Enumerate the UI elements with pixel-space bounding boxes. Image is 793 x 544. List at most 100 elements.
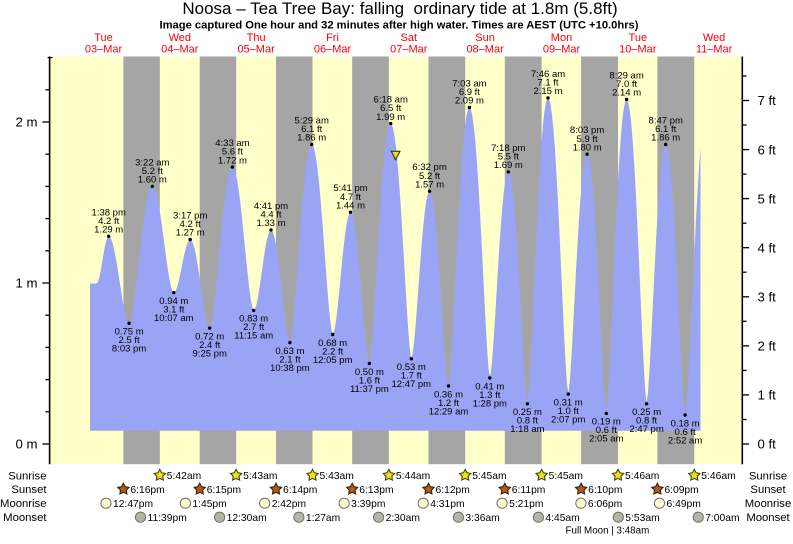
svg-text:5:45am: 5:45am	[472, 471, 506, 482]
svg-text:6.9 ft: 6.9 ft	[459, 87, 480, 98]
svg-text:9:25 pm: 9:25 pm	[193, 348, 227, 359]
svg-text:5:45am: 5:45am	[549, 471, 583, 482]
svg-text:5.5 ft: 5.5 ft	[498, 152, 519, 163]
svg-text:Thu: Thu	[247, 32, 266, 44]
svg-text:1.72 m: 1.72 m	[218, 155, 247, 166]
svg-text:2.14 m: 2.14 m	[612, 88, 641, 99]
svg-text:5:21pm: 5:21pm	[509, 499, 543, 510]
svg-text:1.60 m: 1.60 m	[138, 175, 167, 186]
svg-text:Moonrise: Moonrise	[0, 498, 46, 510]
svg-text:6:16pm: 6:16pm	[130, 485, 164, 496]
svg-text:5.9 ft: 5.9 ft	[577, 134, 598, 145]
svg-text:7:18 pm: 7:18 pm	[491, 143, 525, 154]
svg-text:1.80 m: 1.80 m	[573, 142, 602, 153]
svg-text:Noosa – Tea Tree Bay: falling: Noosa – Tea Tree Bay: falling ordinary t…	[182, 0, 617, 18]
svg-text:6:15pm: 6:15pm	[207, 485, 241, 496]
svg-text:6:13pm: 6:13pm	[359, 485, 393, 496]
svg-text:2.2 ft: 2.2 ft	[322, 346, 343, 357]
svg-text:5.2 ft: 5.2 ft	[419, 171, 440, 182]
svg-text:4.4 ft: 4.4 ft	[260, 210, 281, 221]
svg-text:Tue: Tue	[629, 32, 648, 44]
svg-text:1.44 m: 1.44 m	[336, 200, 365, 211]
svg-text:6:09pm: 6:09pm	[664, 485, 698, 496]
svg-text:4:31pm: 4:31pm	[430, 499, 464, 510]
svg-text:0.63 m: 0.63 m	[275, 346, 304, 357]
svg-text:0.94 m: 0.94 m	[159, 296, 188, 307]
svg-text:2.15 m: 2.15 m	[533, 86, 562, 97]
svg-text:Sunrise: Sunrise	[749, 470, 787, 482]
svg-text:12:05 pm: 12:05 pm	[313, 355, 353, 366]
svg-text:3 ft: 3 ft	[758, 290, 777, 305]
svg-text:1.69 m: 1.69 m	[494, 160, 523, 171]
svg-text:5:53am: 5:53am	[625, 513, 659, 524]
svg-text:3:17 pm: 3:17 pm	[173, 211, 207, 222]
svg-text:0.25 m: 0.25 m	[632, 407, 661, 418]
svg-text:5.2 ft: 5.2 ft	[142, 166, 163, 177]
svg-text:07–Mar: 07–Mar	[390, 43, 428, 55]
svg-text:0.36 m: 0.36 m	[434, 389, 463, 400]
svg-text:2:05 am: 2:05 am	[589, 434, 623, 445]
svg-text:2:07 pm: 2:07 pm	[551, 414, 585, 425]
svg-text:5:46am: 5:46am	[625, 471, 659, 482]
svg-text:5.6 ft: 5.6 ft	[222, 147, 243, 158]
svg-text:1.0 ft: 1.0 ft	[558, 406, 579, 417]
svg-text:6 ft: 6 ft	[758, 142, 777, 157]
svg-text:0.72 m: 0.72 m	[195, 331, 224, 342]
svg-text:4 ft: 4 ft	[758, 240, 777, 255]
svg-text:5:41 pm: 5:41 pm	[333, 183, 367, 194]
svg-text:12:30am: 12:30am	[227, 513, 267, 524]
svg-text:05–Mar: 05–Mar	[237, 43, 275, 55]
svg-text:5:29 am: 5:29 am	[295, 116, 329, 127]
svg-text:7:03 am: 7:03 am	[452, 79, 486, 90]
svg-text:0.41 m: 0.41 m	[475, 381, 504, 392]
svg-text:3.1 ft: 3.1 ft	[163, 305, 184, 316]
svg-text:5:43am: 5:43am	[243, 471, 277, 482]
svg-text:6.5 ft: 6.5 ft	[380, 103, 401, 114]
svg-text:10:38 pm: 10:38 pm	[270, 363, 310, 374]
svg-text:Tue: Tue	[94, 32, 113, 44]
svg-text:1.86 m: 1.86 m	[297, 133, 326, 144]
svg-text:Fri: Fri	[326, 32, 339, 44]
svg-text:6:49pm: 6:49pm	[667, 499, 701, 510]
svg-text:0.6 ft: 0.6 ft	[596, 425, 617, 436]
svg-text:1.6 ft: 1.6 ft	[359, 375, 380, 386]
svg-text:8:03 pm: 8:03 pm	[112, 344, 146, 355]
svg-text:0 ft: 0 ft	[758, 437, 777, 452]
svg-text:5:42am: 5:42am	[167, 471, 201, 482]
svg-text:4.2 ft: 4.2 ft	[98, 216, 119, 227]
svg-text:7 ft: 7 ft	[758, 93, 777, 108]
svg-text:2 m: 2 m	[16, 115, 38, 130]
svg-text:0 m: 0 m	[16, 437, 38, 452]
svg-text:4.7 ft: 4.7 ft	[340, 192, 361, 203]
svg-text:6.1 ft: 6.1 ft	[301, 124, 322, 135]
svg-text:Moonrise: Moonrise	[745, 498, 791, 510]
svg-text:0.18 m: 0.18 m	[671, 418, 700, 429]
svg-text:Moonset: Moonset	[3, 512, 47, 524]
svg-text:6:12pm: 6:12pm	[436, 485, 470, 496]
svg-text:Sunset: Sunset	[11, 484, 47, 496]
svg-text:11:39pm: 11:39pm	[148, 513, 187, 524]
svg-text:Moonset: Moonset	[746, 512, 790, 524]
svg-text:8:03 pm: 8:03 pm	[570, 125, 604, 136]
svg-text:1.86 m: 1.86 m	[651, 133, 680, 144]
svg-text:2:52 am: 2:52 am	[668, 435, 702, 446]
svg-text:Mon: Mon	[551, 32, 572, 44]
svg-text:0.75 m: 0.75 m	[115, 327, 144, 338]
svg-text:7:46 am: 7:46 am	[531, 69, 565, 80]
svg-text:Full Moon | 3:48am: Full Moon | 3:48am	[566, 525, 650, 536]
svg-text:Image captured One hour and 32: Image captured One hour and 32 minutes a…	[159, 19, 638, 31]
svg-text:3:22 am: 3:22 am	[135, 157, 169, 168]
svg-text:08–Mar: 08–Mar	[466, 43, 504, 55]
svg-text:2.1 ft: 2.1 ft	[279, 354, 300, 365]
svg-text:6:14pm: 6:14pm	[283, 485, 317, 496]
svg-text:0.83 m: 0.83 m	[239, 314, 268, 325]
svg-text:1.3 ft: 1.3 ft	[479, 390, 500, 401]
svg-text:Sun: Sun	[475, 32, 495, 44]
svg-text:04–Mar: 04–Mar	[161, 43, 199, 55]
svg-text:11:37 pm: 11:37 pm	[350, 384, 389, 395]
svg-text:12:47 pm: 12:47 pm	[391, 379, 431, 390]
svg-text:3:39pm: 3:39pm	[351, 499, 385, 510]
svg-text:4:45am: 4:45am	[545, 513, 579, 524]
svg-text:4:33 am: 4:33 am	[215, 138, 249, 149]
svg-text:10:07 am: 10:07 am	[154, 313, 194, 324]
